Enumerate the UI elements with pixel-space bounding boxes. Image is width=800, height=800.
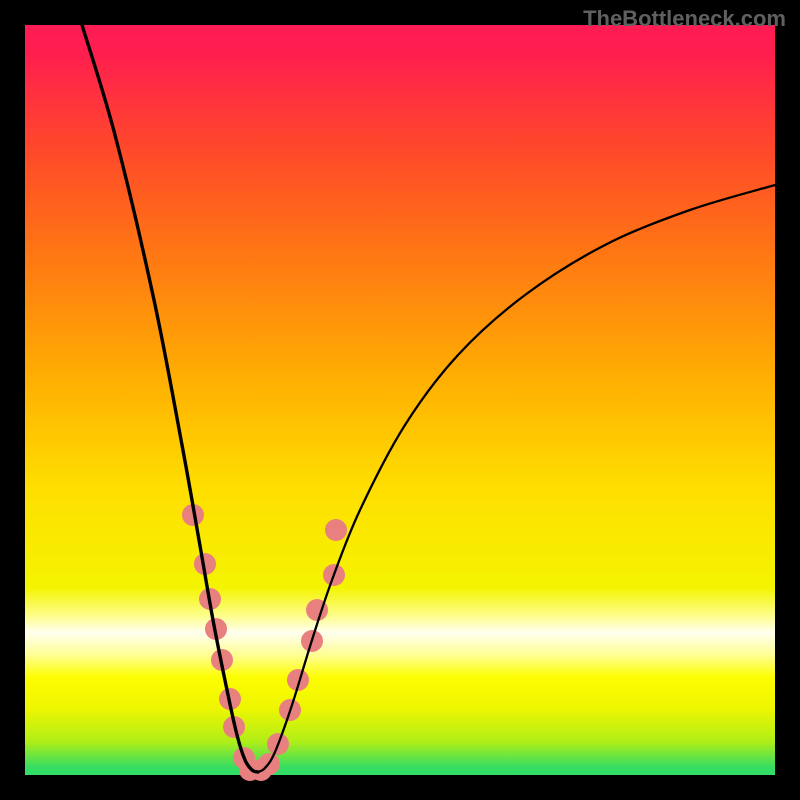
watermark-text: TheBottleneck.com bbox=[583, 6, 786, 32]
bottleneck-chart bbox=[0, 0, 800, 800]
data-marker bbox=[325, 519, 347, 541]
chart-plot-area bbox=[25, 25, 775, 775]
